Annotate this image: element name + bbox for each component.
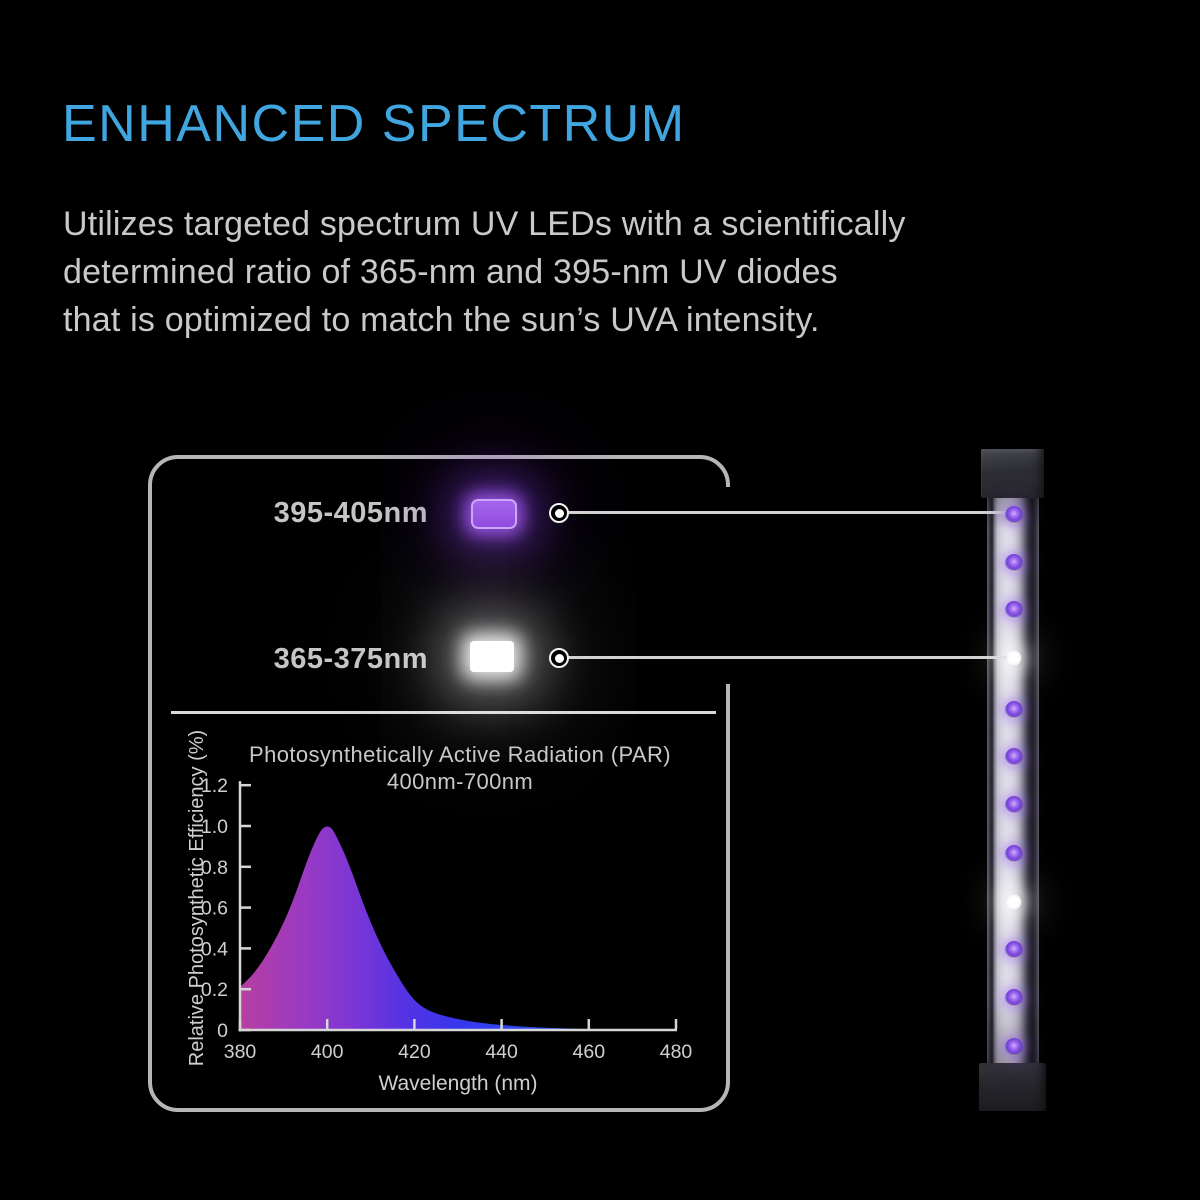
- spectrum-panel: [148, 455, 730, 1112]
- page-title: ENHANCED SPECTRUM: [62, 95, 686, 153]
- callout-dot-395: [549, 503, 569, 523]
- led-white: [1005, 649, 1023, 667]
- description-line-1: Utilizes targeted spectrum UV LEDs with …: [63, 205, 906, 243]
- description-line-3: that is optimized to match the sun’s UVA…: [63, 301, 820, 339]
- y-axis-label: Relative Photosynthetic Efficiency (%): [186, 729, 208, 1067]
- uv-white-swatch: [470, 641, 514, 672]
- led-purple: [1005, 796, 1023, 814]
- led-bar-bottom-cap: [979, 1063, 1046, 1111]
- led-purple: [1005, 845, 1023, 863]
- callout-dot-365: [549, 648, 569, 668]
- led-purple: [1005, 701, 1023, 719]
- x-axis-label: Wavelength (nm): [378, 1072, 538, 1095]
- led-purple: [1005, 748, 1023, 766]
- panel-border-gap: [722, 487, 736, 684]
- callout-line-395: [567, 511, 1007, 514]
- led-purple: [1005, 506, 1023, 524]
- description-line-2: determined ratio of 365-nm and 395-nm UV…: [63, 253, 838, 291]
- uv-purple-swatch: [471, 499, 517, 529]
- led-purple: [1005, 941, 1023, 959]
- led-purple: [1005, 601, 1023, 619]
- callout-line-365: [567, 656, 1010, 659]
- led-bar-body: [987, 495, 1039, 1065]
- chart-subtitle: 400nm-700nm: [386, 769, 534, 794]
- led-purple: [1005, 554, 1023, 572]
- led-purple: [1005, 989, 1023, 1007]
- led-type-label-365-375: 365-375nm: [273, 643, 428, 675]
- led-purple: [1005, 1038, 1023, 1056]
- led-white: [1005, 893, 1023, 911]
- led-type-label-395-405: 395-405nm: [273, 497, 428, 529]
- panel-divider: [171, 711, 716, 714]
- chart-title: Photosynthetically Active Radiation (PAR…: [249, 742, 671, 767]
- led-bar-top-cap: [981, 449, 1044, 498]
